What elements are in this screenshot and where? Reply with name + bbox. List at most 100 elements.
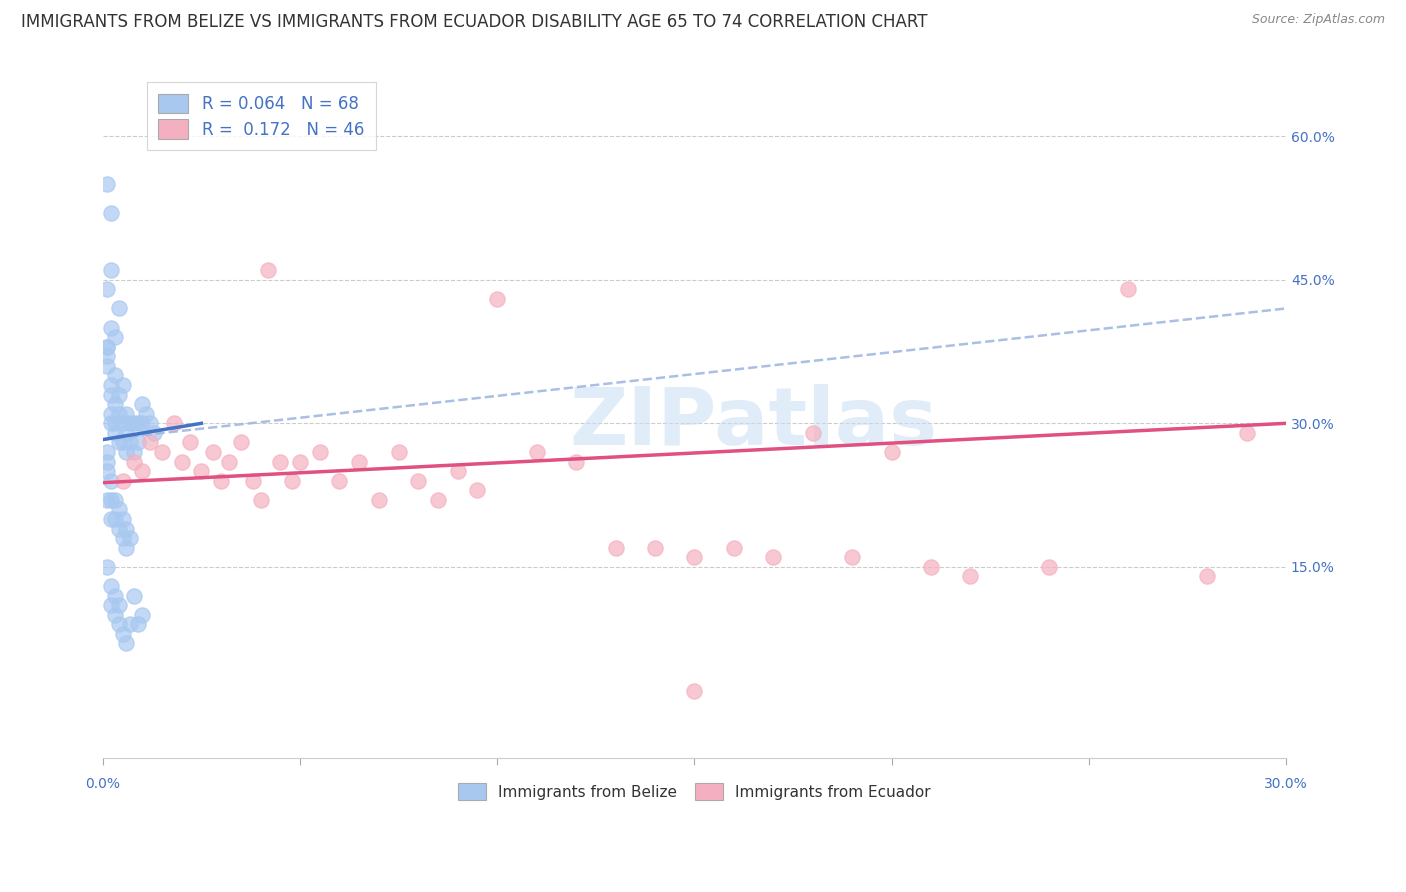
Point xyxy=(959,569,981,583)
Point xyxy=(115,522,138,536)
Point xyxy=(1197,569,1219,583)
Text: 0.0%: 0.0% xyxy=(86,778,121,791)
Point xyxy=(526,445,548,459)
Point xyxy=(111,474,134,488)
Point xyxy=(135,407,157,421)
Point xyxy=(388,445,411,459)
Point xyxy=(486,292,509,306)
Point xyxy=(104,425,127,440)
Point xyxy=(723,541,745,555)
Point xyxy=(120,531,142,545)
Point xyxy=(242,474,264,488)
Point xyxy=(683,550,706,565)
Point xyxy=(96,560,118,574)
Point xyxy=(170,455,193,469)
Point xyxy=(100,407,122,421)
Point xyxy=(104,368,127,383)
Point xyxy=(115,425,138,440)
Point xyxy=(124,417,146,431)
Point xyxy=(269,455,291,469)
Point xyxy=(96,177,118,191)
Point xyxy=(179,435,201,450)
Point xyxy=(107,617,129,632)
Point xyxy=(111,627,134,641)
Point xyxy=(111,531,134,545)
Point xyxy=(124,589,146,603)
Point xyxy=(143,425,166,440)
Point xyxy=(115,541,138,555)
Point xyxy=(96,464,118,478)
Point xyxy=(150,445,173,459)
Point xyxy=(115,636,138,650)
Point xyxy=(96,445,118,459)
Point xyxy=(104,417,127,431)
Point xyxy=(107,522,129,536)
Point xyxy=(124,455,146,469)
Point xyxy=(120,617,142,632)
Point xyxy=(841,550,863,565)
Point xyxy=(107,598,129,612)
Point xyxy=(308,445,330,459)
Point xyxy=(107,407,129,421)
Point xyxy=(124,445,146,459)
Point xyxy=(96,492,118,507)
Point xyxy=(96,282,118,296)
Point xyxy=(104,492,127,507)
Point xyxy=(100,263,122,277)
Point xyxy=(96,349,118,363)
Point xyxy=(565,455,588,469)
Point xyxy=(104,512,127,526)
Point xyxy=(131,607,153,622)
Legend: Immigrants from Belize, Immigrants from Ecuador: Immigrants from Belize, Immigrants from … xyxy=(453,777,936,806)
Point xyxy=(115,407,138,421)
Point xyxy=(104,397,127,411)
Point xyxy=(100,378,122,392)
Point xyxy=(111,417,134,431)
Point xyxy=(100,579,122,593)
Point xyxy=(100,474,122,488)
Point xyxy=(131,464,153,478)
Point xyxy=(120,435,142,450)
Point xyxy=(115,445,138,459)
Point xyxy=(131,417,153,431)
Point xyxy=(100,598,122,612)
Point xyxy=(920,560,942,574)
Point xyxy=(100,512,122,526)
Point xyxy=(367,492,389,507)
Point xyxy=(100,320,122,334)
Point xyxy=(104,330,127,344)
Point xyxy=(281,474,304,488)
Point xyxy=(96,455,118,469)
Point xyxy=(202,445,225,459)
Point xyxy=(218,455,240,469)
Point xyxy=(288,455,311,469)
Point xyxy=(107,301,129,316)
Point xyxy=(111,435,134,450)
Point xyxy=(427,492,450,507)
Point xyxy=(107,387,129,401)
Point xyxy=(96,340,118,354)
Point xyxy=(127,417,149,431)
Point xyxy=(880,445,903,459)
Point xyxy=(139,435,162,450)
Point xyxy=(100,417,122,431)
Point xyxy=(127,617,149,632)
Point xyxy=(111,378,134,392)
Point xyxy=(139,417,162,431)
Point xyxy=(447,464,470,478)
Point xyxy=(107,502,129,516)
Text: IMMIGRANTS FROM BELIZE VS IMMIGRANTS FROM ECUADOR DISABILITY AGE 65 TO 74 CORREL: IMMIGRANTS FROM BELIZE VS IMMIGRANTS FRO… xyxy=(21,13,928,31)
Point xyxy=(328,474,350,488)
Point xyxy=(120,417,142,431)
Point xyxy=(467,483,489,498)
Point xyxy=(100,492,122,507)
Point xyxy=(96,340,118,354)
Point xyxy=(605,541,627,555)
Point xyxy=(408,474,430,488)
Point xyxy=(257,263,280,277)
Point xyxy=(111,512,134,526)
Point xyxy=(104,589,127,603)
Point xyxy=(762,550,785,565)
Point xyxy=(190,464,212,478)
Point xyxy=(229,435,252,450)
